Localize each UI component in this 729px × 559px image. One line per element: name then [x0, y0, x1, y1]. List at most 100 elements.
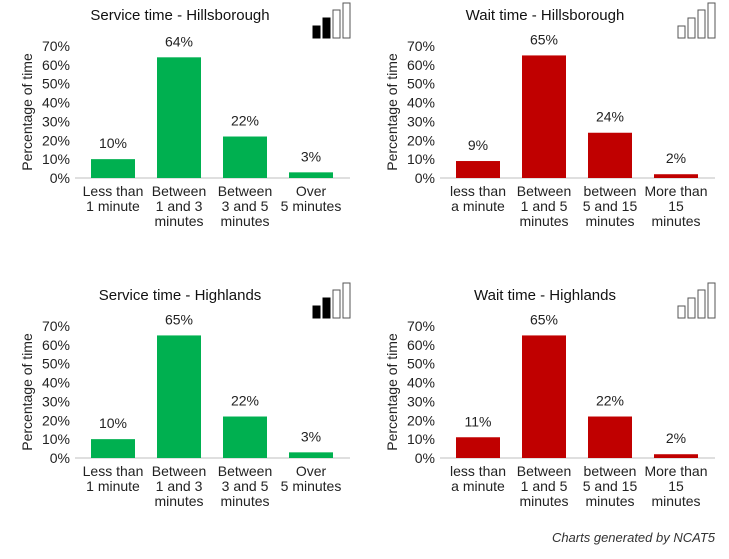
x-tick-label: minutes — [585, 213, 634, 229]
y-tick-label: 20% — [42, 132, 70, 148]
data-label: 22% — [596, 393, 624, 409]
x-tick-label: More than — [644, 183, 707, 199]
data-label: 64% — [165, 33, 193, 49]
x-tick-label: Less than — [83, 183, 144, 199]
y-tick-label: 40% — [42, 95, 70, 111]
y-tick-label: 30% — [42, 113, 70, 129]
data-label: 65% — [530, 311, 558, 327]
data-label: 9% — [468, 137, 488, 153]
x-tick-label: minutes — [519, 493, 568, 509]
y-tick-label: 30% — [42, 393, 70, 409]
bar — [289, 452, 333, 458]
y-tick-label: 30% — [407, 113, 435, 129]
y-axis-label: Percentage of time — [19, 333, 35, 451]
x-tick-label: Between — [152, 183, 206, 199]
y-tick-label: 70% — [407, 318, 435, 334]
data-label: 10% — [99, 135, 127, 151]
signal-bar — [332, 289, 341, 319]
x-tick-label: Between — [517, 463, 571, 479]
x-tick-label: minutes — [651, 213, 700, 229]
chart-title: Wait time - Hillsborough — [466, 7, 625, 24]
y-tick-label: 10% — [407, 151, 435, 167]
bar — [289, 172, 333, 178]
x-tick-label: Over — [296, 463, 327, 479]
y-tick-label: 40% — [407, 95, 435, 111]
chart-panel: Service time - Hillsborough Percentage of… — [19, 2, 351, 229]
footer-credit: Charts generated by NCAT5 — [551, 530, 715, 545]
x-tick-label: Over — [296, 183, 327, 199]
data-label: 2% — [666, 150, 686, 166]
y-tick-label: 40% — [42, 375, 70, 391]
x-tick-label: 15 — [668, 478, 684, 494]
y-tick-label: 70% — [407, 38, 435, 54]
signal-strength-icon — [677, 282, 716, 319]
x-tick-label: Less than — [83, 463, 144, 479]
chart-panel: Service time - Highlands Percentage of ti… — [19, 282, 351, 509]
y-tick-label: 70% — [42, 38, 70, 54]
bar — [522, 335, 566, 458]
y-tick-label: 70% — [42, 318, 70, 334]
data-label: 24% — [596, 109, 624, 125]
y-tick-label: 20% — [42, 412, 70, 428]
x-tick-label: minutes — [220, 213, 269, 229]
x-tick-label: 1 and 5 — [521, 198, 568, 214]
x-tick-label: a minute — [451, 478, 505, 494]
signal-bar — [687, 297, 696, 319]
x-tick-label: More than — [644, 463, 707, 479]
signal-bar — [322, 297, 331, 319]
bar — [91, 159, 135, 178]
x-tick-label: between — [584, 183, 637, 199]
bar — [456, 161, 500, 178]
x-tick-label: 1 minute — [86, 478, 140, 494]
y-tick-label: 0% — [50, 170, 70, 186]
chart-panel: Wait time - Highlands Percentage of time 0… — [384, 282, 716, 509]
x-tick-label: 15 — [668, 198, 684, 214]
y-axis-label: Percentage of time — [384, 53, 400, 171]
signal-bar — [322, 17, 331, 39]
x-tick-label: minutes — [220, 493, 269, 509]
signal-strength-icon — [312, 2, 351, 39]
y-axis-label: Percentage of time — [384, 333, 400, 451]
x-tick-label: less than — [450, 463, 506, 479]
signal-bar — [342, 2, 351, 39]
chart-title: Wait time - Highlands — [474, 287, 616, 304]
x-tick-label: minutes — [154, 493, 203, 509]
y-tick-label: 20% — [407, 132, 435, 148]
y-axis-label: Percentage of time — [19, 53, 35, 171]
signal-bar — [312, 25, 321, 39]
signal-strength-icon — [312, 282, 351, 319]
y-tick-label: 10% — [407, 431, 435, 447]
y-tick-label: 0% — [415, 450, 435, 466]
x-tick-label: 5 and 15 — [583, 478, 638, 494]
x-tick-label: Between — [218, 183, 272, 199]
data-label: 10% — [99, 415, 127, 431]
y-tick-label: 60% — [42, 57, 70, 73]
signal-bar — [677, 25, 686, 39]
y-tick-label: 50% — [407, 356, 435, 372]
bar — [157, 57, 201, 178]
data-label: 65% — [165, 311, 193, 327]
y-tick-label: 60% — [42, 337, 70, 353]
x-tick-label: Between — [218, 463, 272, 479]
x-tick-label: minutes — [154, 213, 203, 229]
data-label: 22% — [231, 393, 259, 409]
signal-bar — [332, 9, 341, 39]
x-tick-label: 1 minute — [86, 198, 140, 214]
bar — [588, 416, 632, 458]
signal-bar — [707, 282, 716, 319]
bar — [654, 454, 698, 458]
x-tick-label: 5 minutes — [281, 478, 342, 494]
bar — [157, 335, 201, 458]
x-tick-label: 3 and 5 — [222, 198, 269, 214]
bar — [522, 55, 566, 178]
bar — [654, 174, 698, 178]
x-tick-label: Between — [152, 463, 206, 479]
x-tick-label: minutes — [585, 493, 634, 509]
data-label: 3% — [301, 148, 321, 164]
x-tick-label: 5 minutes — [281, 198, 342, 214]
signal-bar — [707, 2, 716, 39]
y-tick-label: 10% — [42, 151, 70, 167]
y-tick-label: 30% — [407, 393, 435, 409]
y-tick-label: 50% — [407, 76, 435, 92]
